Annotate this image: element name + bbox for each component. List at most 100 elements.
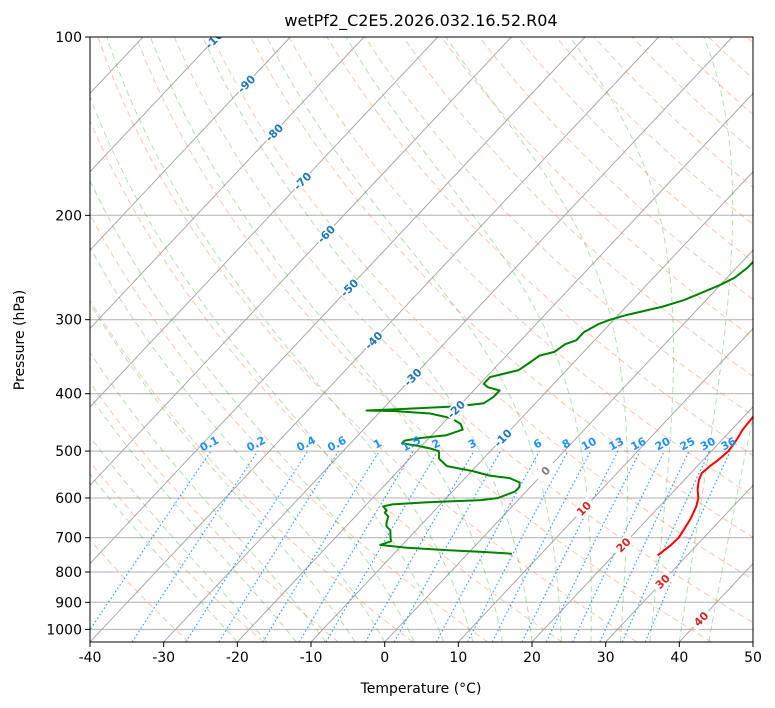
x-axis: -40 -30 -20 -10 0 10 20 30 40 50: [79, 642, 762, 666]
dry-adiabat-line: [326, 37, 753, 457]
mixing-ratio-label: 25: [678, 435, 698, 454]
dry-adiabat-line: [90, 461, 264, 642]
isotherm-line: [90, 37, 512, 487]
isotherm-label-bg: [688, 606, 714, 631]
y-tick-label: 500: [55, 444, 82, 460]
mixing-ratio-line: [131, 450, 259, 642]
dry-adiabat-line: [90, 539, 190, 642]
moist-adiabat-line: [266, 37, 562, 642]
moist-adiabat-line: [345, 37, 592, 642]
x-axis-title: Temperature (°C): [360, 681, 482, 697]
dry-adiabat-line: [173, 37, 753, 624]
isotherm-label-bg: [204, 37, 229, 50]
y-tick-label: 1000: [46, 622, 82, 638]
moist-adiabat-line: [708, 414, 753, 642]
moist-adiabat-line: [106, 37, 474, 642]
dry-adiabat-line: [90, 119, 563, 642]
moist-adiabat-line: [445, 37, 628, 642]
temperature-profile-line: [656, 415, 753, 557]
isotherm-line: [90, 37, 218, 173]
isotherm-line: [90, 37, 439, 408]
isotherm-label-bg: [490, 425, 515, 450]
moist-adiabat-line: [90, 395, 297, 642]
x-tick-label: 10: [449, 650, 467, 666]
dewpoint-profile-line: [365, 260, 753, 555]
dry-adiabat-line: [288, 37, 753, 497]
background-lines: [90, 37, 753, 642]
mixing-ratio-label: 10: [579, 435, 599, 454]
isotherm-label-bg: [611, 532, 636, 557]
x-tick-label: 20: [523, 650, 541, 666]
plot-area: [90, 37, 753, 642]
x-tick-label: -20: [226, 650, 249, 666]
moist-adiabat-line: [90, 351, 327, 642]
dry-adiabat-line: [135, 37, 712, 642]
mixing-ratio-line: [435, 450, 540, 642]
y-axis-title: Pressure (hPa): [12, 290, 28, 390]
isotherm-line: [310, 171, 753, 642]
dry-adiabat-line: [97, 37, 638, 642]
mixing-ratio-line: [262, 450, 380, 642]
dry-adiabat-line: [250, 37, 753, 538]
plot-frame: [89, 36, 754, 643]
moist-adiabat-line: [202, 37, 533, 642]
isotherm-label-bg: [444, 397, 469, 422]
mixing-ratio-line: [545, 450, 641, 642]
y-tick-label: 900: [55, 595, 82, 611]
mixing-ratio-line: [185, 450, 309, 642]
dry-adiabat-line: [90, 213, 488, 642]
x-tick-label: 0: [380, 650, 389, 666]
chart-title: wetPf2_C2E5.2026.032.16.52.R04: [284, 11, 557, 31]
moist-adiabat-line: [90, 95, 445, 642]
y-tick-label: 800: [55, 565, 82, 581]
moist-adiabat-line: [90, 246, 386, 642]
x-tick-label: -30: [152, 650, 175, 666]
y-tick-label: 600: [55, 491, 82, 507]
isotherm-label-bg: [571, 496, 596, 521]
isotherm-line: [90, 37, 586, 565]
mixing-ratio-label: 16: [629, 435, 649, 454]
isotherm-label-bg: [361, 328, 386, 353]
isotherm-line: [236, 92, 753, 642]
mixing-ratio-line: [644, 450, 731, 642]
isotherm-label-bg: [400, 365, 425, 390]
moist-adiabat-line: [150, 37, 503, 642]
isotherm-label-bg: [234, 71, 259, 96]
isotherm-label-bg: [650, 569, 675, 594]
mixing-ratio-line: [521, 450, 619, 642]
isotherm-label-bg: [290, 168, 315, 194]
y-tick-label: 700: [55, 531, 82, 547]
isotherm-line: [605, 484, 753, 642]
mixing-ratio-line: [393, 450, 502, 642]
mixing-ratio-line: [90, 450, 212, 631]
y-tick-label: 100: [55, 30, 82, 46]
moist-adiabat-line: [90, 179, 415, 642]
mixing-ratio-label: 36: [719, 435, 739, 454]
isotherm-line: [163, 37, 733, 642]
isotherm-label-bg: [533, 458, 558, 483]
x-tick-label: 30: [597, 650, 615, 666]
x-tick-label: 40: [670, 650, 688, 666]
x-tick-label: -40: [79, 650, 102, 666]
mixing-ratio-label: 30: [698, 435, 718, 454]
mixing-ratio-label: 13: [607, 435, 627, 454]
x-tick-label: 50: [744, 650, 762, 666]
isotherm-label-bg: [262, 120, 287, 145]
series-layer: [365, 260, 753, 557]
y-tick-label: 200: [55, 208, 82, 224]
isotherm-line: [457, 327, 753, 642]
y-tick-label: 300: [55, 313, 82, 329]
dry-adiabat-line: [90, 299, 414, 642]
moist-adiabat-line: [90, 302, 356, 642]
isotherm-line: [384, 249, 753, 642]
y-axis: 100 200 300 400 500 600 700 800 900 1000: [46, 30, 90, 638]
moist-adiabat-line: [569, 37, 675, 642]
isotherm-line: [90, 37, 291, 251]
y-tick-label: 400: [55, 387, 82, 403]
isotherm-label-bg: [337, 275, 362, 300]
mixing-ratio-label: 20: [653, 435, 673, 454]
dry-adiabat-line: [211, 37, 753, 581]
mixing-ratio-line: [621, 450, 711, 642]
isotherm-label-bg: [314, 221, 339, 247]
